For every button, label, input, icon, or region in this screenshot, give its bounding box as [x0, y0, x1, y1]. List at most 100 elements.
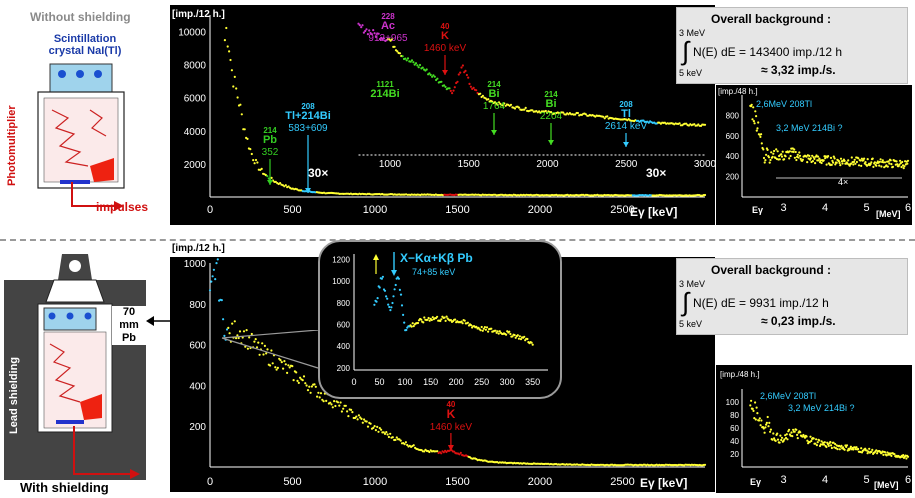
spectrum-point [385, 431, 388, 434]
spectrum-point [291, 365, 294, 368]
spectrum-point [759, 135, 762, 138]
spectrum-point [235, 337, 238, 340]
crystal-dot [76, 70, 84, 78]
top-bg-title: Overall background : [711, 12, 832, 26]
spectrum-point [365, 420, 368, 423]
peak-isotope-name: Tl [621, 108, 631, 120]
spectrum-point [853, 446, 856, 449]
spectrum-point [233, 75, 236, 78]
spectrum-point [864, 161, 867, 164]
spectrum-point [830, 444, 833, 447]
peak-annotation: 3,2 MeV 214Bi ? [776, 123, 843, 133]
spectrum-point [836, 448, 839, 451]
inset-point [693, 123, 696, 126]
spectrum-point [825, 445, 828, 449]
peak-arrowhead-icon [491, 130, 497, 135]
spectrum-point [275, 368, 278, 371]
spectrum-point [781, 150, 784, 153]
spectrum-point [763, 431, 766, 434]
spectrum-point [394, 283, 397, 287]
spectrum-point [878, 164, 881, 167]
inset-point [368, 29, 371, 32]
spectrum-point [381, 275, 384, 278]
dynode-chain [51, 109, 107, 167]
spectrum-point [822, 159, 825, 162]
spectrum-point [363, 418, 366, 421]
inset-point [412, 61, 415, 64]
bottom-y-axis-label: [imp./12 h.] [172, 243, 225, 254]
spectrum-point [759, 424, 762, 427]
detector-diagram-top [37, 63, 125, 189]
inset-point [390, 38, 393, 41]
spectrum-point [805, 435, 808, 438]
inset-point [409, 60, 412, 63]
spectrum-point [376, 425, 379, 428]
x-tick-label: 4 [822, 474, 828, 486]
top-main-chart-panel: [imp./12 h.] 2000 4000 6000 8000 10000 0 500 100… [170, 5, 717, 225]
spectrum-point [883, 161, 887, 164]
inset-annotation-energy: 74+85 keV [412, 267, 455, 277]
spectrum-point [810, 439, 813, 443]
spectrum-point [850, 156, 853, 159]
spectrum-point [760, 419, 763, 422]
spectrum-point [412, 444, 415, 447]
spectrum-point [769, 158, 772, 162]
x-tick-label: 200 [449, 377, 464, 387]
spectrum-point [481, 329, 484, 332]
spectrum-point [889, 159, 892, 162]
inset-point [364, 29, 367, 33]
spectrum-point [322, 400, 325, 403]
spectrum-point [798, 154, 802, 157]
spectrum-point [375, 300, 378, 303]
spectrum-point [902, 167, 905, 170]
spectrum-point [792, 428, 795, 431]
spectrum-point [780, 438, 783, 442]
spectrum-point [483, 326, 486, 329]
spectrum-point [223, 334, 226, 337]
spectrum-point [872, 165, 875, 168]
spectrum-point [225, 26, 228, 30]
spectrum-point [387, 303, 390, 306]
spectrum-point [751, 407, 754, 410]
scintillation-label: Scintillation crystal NaI(Tl) [30, 33, 140, 57]
spectrum-point [249, 148, 252, 151]
spectrum-point [762, 148, 765, 151]
spectrum-point [806, 161, 809, 164]
spectrum-point [497, 332, 500, 335]
spectrum-point [484, 328, 487, 331]
spectrum-point [233, 320, 236, 323]
spectrum-point [852, 448, 855, 451]
spectrum-point [752, 409, 755, 412]
spectrum-point [786, 438, 789, 441]
x-tick-label: 6 [905, 202, 911, 214]
spectrum-point [893, 453, 896, 456]
spectrum-point [283, 360, 286, 363]
spectrum-point [270, 349, 273, 352]
x-tick-label: 50 [375, 377, 385, 387]
spectrum-point [405, 328, 408, 332]
top-main-chart: [imp./12 h.] 2000 4000 6000 8000 10000 0 500 100… [172, 9, 717, 219]
spectrum-point [237, 336, 240, 340]
x-axis-label: Eγ [752, 205, 763, 215]
inset-point [493, 101, 497, 104]
spectrum-point [901, 160, 904, 164]
spectrum-point [305, 384, 308, 387]
spectrum-point [906, 162, 909, 165]
inset-point [372, 29, 375, 32]
x-tick-label: 0 [351, 377, 356, 387]
spectrum-point [403, 321, 406, 324]
pmt-anode [80, 394, 102, 420]
spectrum-point [817, 159, 820, 162]
spectrum-point [297, 381, 300, 384]
spectrum-point [888, 162, 891, 165]
spectrum-point [860, 447, 863, 450]
spectrum-point [296, 379, 299, 382]
y-tick-label: 200 [189, 422, 206, 433]
spectrum-point [254, 338, 257, 341]
spectrum-point [260, 167, 263, 170]
spectrum-point [857, 157, 860, 160]
spectrum-point [428, 319, 431, 322]
spectrum-point [380, 277, 383, 280]
spectrum-point [373, 425, 376, 428]
inset-point [443, 84, 446, 87]
